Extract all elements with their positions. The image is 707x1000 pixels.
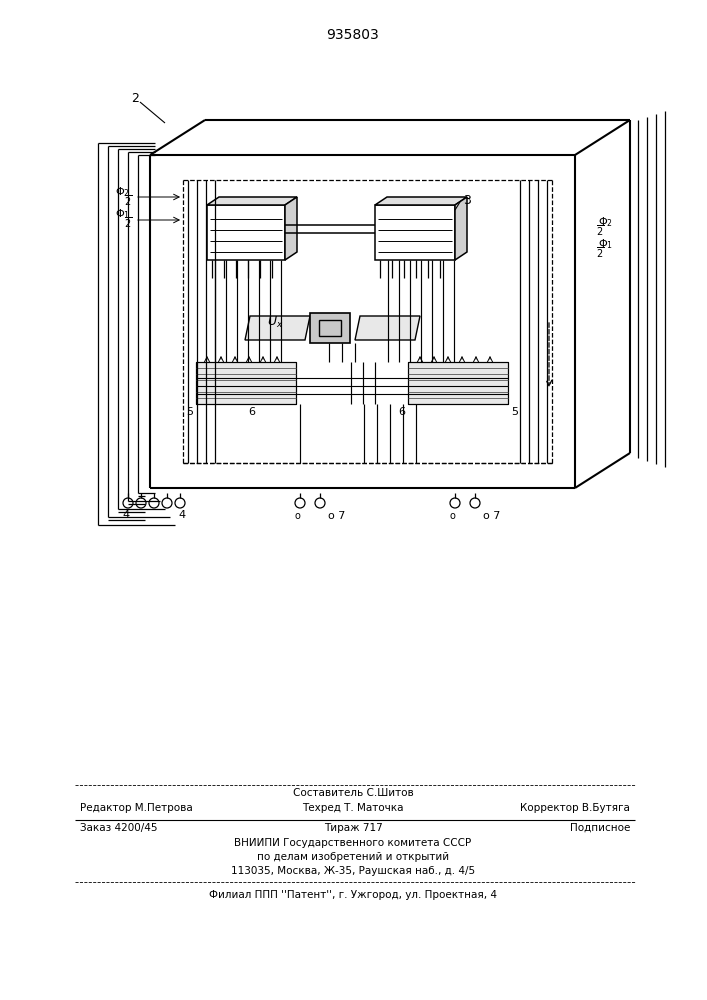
Text: $\overline{2}$: $\overline{2}$ [596, 224, 604, 238]
Text: ВНИИПИ Государственного комитета СССР: ВНИИПИ Государственного комитета СССР [235, 838, 472, 848]
Bar [319, 320, 341, 336]
Text: Составитель С.Шитов: Составитель С.Шитов [293, 788, 414, 798]
Text: $\Phi_2$: $\Phi_2$ [115, 185, 130, 199]
Bar [375, 205, 455, 260]
Text: $\overline{2}$: $\overline{2}$ [596, 246, 604, 260]
Text: 5: 5 [511, 407, 518, 417]
Circle shape [162, 498, 172, 508]
Circle shape [136, 498, 146, 508]
Text: 4: 4 [178, 510, 185, 520]
Polygon shape [245, 316, 310, 340]
Bar [408, 362, 508, 404]
Circle shape [175, 498, 185, 508]
Text: $\Phi_1$: $\Phi_1$ [598, 237, 613, 251]
Bar [207, 205, 285, 260]
Text: 6: 6 [398, 407, 405, 417]
Circle shape [149, 498, 159, 508]
Text: $\overline{2}$: $\overline{2}$ [124, 194, 132, 208]
Text: $U_x$: $U_x$ [267, 314, 284, 330]
Text: 4: 4 [122, 510, 129, 520]
Text: o 7: o 7 [328, 511, 346, 521]
Polygon shape [207, 197, 297, 205]
Bar [196, 362, 296, 404]
Bar [196, 362, 296, 404]
Circle shape [295, 498, 305, 508]
Text: Заказ 4200/45: Заказ 4200/45 [80, 823, 158, 833]
Text: 113035, Москва, Ж-35, Раушская наб., д. 4/5: 113035, Москва, Ж-35, Раушская наб., д. … [231, 866, 475, 876]
Text: $\overline{2}$: $\overline{2}$ [124, 216, 132, 230]
Circle shape [450, 498, 460, 508]
Circle shape [470, 498, 480, 508]
Polygon shape [375, 197, 467, 205]
Polygon shape [355, 316, 420, 340]
Text: $\Phi_1$: $\Phi_1$ [115, 207, 130, 221]
Bar [408, 362, 508, 404]
Text: 2: 2 [131, 92, 139, 104]
Text: по делам изобретений и открытий: по делам изобретений и открытий [257, 852, 449, 862]
Polygon shape [285, 197, 297, 260]
Text: 5: 5 [186, 407, 193, 417]
Text: 6: 6 [248, 407, 255, 417]
Text: o: o [449, 511, 455, 521]
Text: Редактор М.Петрова: Редактор М.Петрова [80, 803, 193, 813]
Bar [310, 313, 350, 343]
Text: Корректор В.Бутяга: Корректор В.Бутяга [520, 803, 630, 813]
Text: Филиал ППП ''Патент'', г. Ужгород, ул. Проектная, 4: Филиал ППП ''Патент'', г. Ужгород, ул. П… [209, 890, 497, 900]
Text: 3: 3 [463, 194, 471, 207]
Text: Подписное: Подписное [570, 823, 630, 833]
Polygon shape [455, 197, 467, 260]
Circle shape [315, 498, 325, 508]
Text: Техред Т. Маточка: Техред Т. Маточка [303, 803, 404, 813]
Circle shape [123, 498, 133, 508]
Text: $\Phi_2$: $\Phi_2$ [598, 215, 613, 229]
Text: Тираж 717: Тираж 717 [324, 823, 382, 833]
Text: o: o [294, 511, 300, 521]
Text: o 7: o 7 [483, 511, 501, 521]
Text: 935803: 935803 [327, 28, 380, 42]
